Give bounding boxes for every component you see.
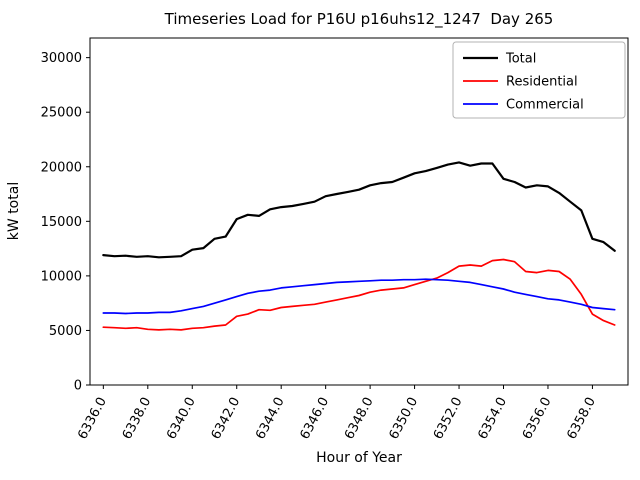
y-axis-label: kW total: [6, 182, 22, 240]
x-tick-label: 6338.0: [120, 395, 155, 442]
series-line-residential: [102, 258, 616, 331]
series-line-commercial: [102, 278, 616, 315]
y-tick-label: 10000: [41, 269, 82, 284]
series-line-total: [102, 161, 616, 259]
x-tick-label: 6350.0: [387, 395, 422, 442]
x-tick-label: 6342.0: [209, 395, 244, 442]
y-tick-label: 20000: [41, 160, 82, 175]
x-axis-label: Hour of Year: [316, 450, 402, 466]
y-tick-label: 5000: [49, 324, 82, 339]
series-lines: [102, 161, 616, 331]
x-tick-label: 6346.0: [298, 395, 333, 442]
y-tick-label: 15000: [41, 215, 82, 230]
x-tick-label: 6358.0: [564, 395, 599, 442]
x-tick-label: 6336.0: [75, 395, 110, 442]
y-tick-label: 25000: [41, 106, 82, 121]
legend-label-residential: Residential: [506, 75, 578, 90]
x-tick-label: 6354.0: [475, 395, 510, 442]
legend-box: [452, 41, 626, 119]
x-tick-label: 6344.0: [253, 395, 288, 442]
x-tick-label: 6348.0: [342, 395, 377, 442]
chart-title: Timeseries Load for P16U p16uhs12_1247 D…: [164, 10, 554, 29]
plot-border: [89, 37, 629, 386]
y-tick-label: 30000: [41, 51, 82, 66]
legend-label-total: Total: [505, 52, 536, 67]
legend-label-commercial: Commercial: [506, 98, 584, 113]
x-tick-label: 6340.0: [164, 395, 199, 442]
y-tick-label: 0: [74, 379, 82, 394]
legend: Total Residential Commercial: [452, 41, 626, 119]
x-tick-label: 6356.0: [520, 395, 555, 442]
x-tick-label: 6352.0: [431, 395, 466, 442]
